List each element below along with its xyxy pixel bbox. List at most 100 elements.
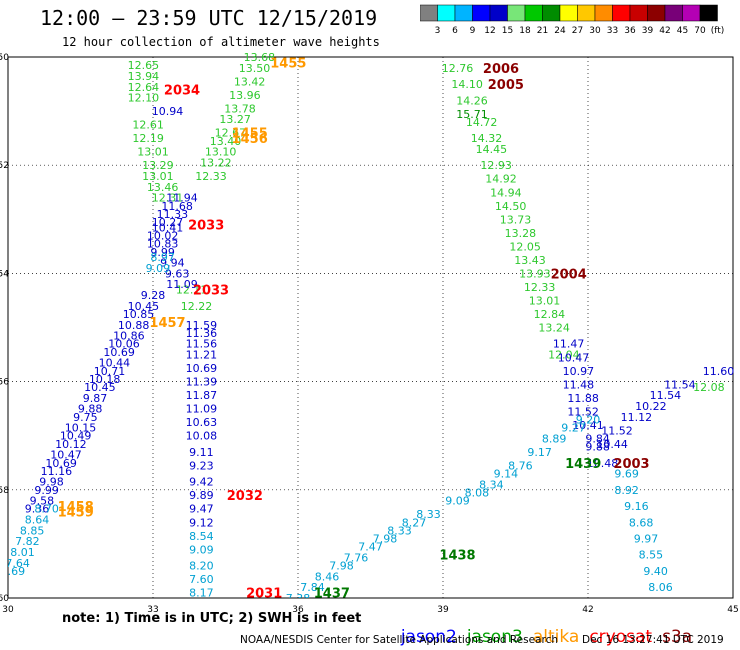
wave-height-label: 13.40 <box>210 135 242 148</box>
y-tick-label: -54 <box>0 269 9 279</box>
wave-height-label: 11.09 <box>166 278 198 291</box>
wave-height-label: 10.18 <box>89 373 121 386</box>
wave-height-label: 13.43 <box>514 254 546 267</box>
wave-height-label: 12.93 <box>480 159 512 172</box>
page-title: 12:00 – 23:59 UTC 12/15/2019 <box>40 6 378 30</box>
x-tick-label: 30 <box>2 605 14 615</box>
wave-height-label: 9.27 <box>561 422 586 435</box>
wave-height-label: 12.10 <box>128 92 160 105</box>
credit-line: NOAA/NESDIS Center for Satellite Applica… <box>240 634 558 646</box>
y-tick-label: -60 <box>0 594 9 604</box>
x-tick-label: 33 <box>147 605 158 615</box>
wave-height-label: 8.70 <box>34 503 59 516</box>
wave-height-label: 7.64 <box>5 557 30 570</box>
time-label: 1455 <box>270 56 306 71</box>
wave-height-label: 9.89 <box>189 489 214 502</box>
wave-height-label: 9.88 <box>78 403 103 416</box>
wave-height-label: 9.99 <box>34 484 59 497</box>
scale-label: 42 <box>659 26 670 36</box>
wave-height-label: 10.86 <box>113 330 145 343</box>
wave-height-label: 12.84 <box>534 308 566 321</box>
wave-height-label: 13.42 <box>234 75 266 88</box>
wave-height-label: 9.14 <box>494 468 519 481</box>
satellite-jason3: jason3 <box>466 627 523 647</box>
wave-height-label: 9.75 <box>73 411 98 424</box>
wave-height-label: 10.45 <box>128 300 160 313</box>
wave-height-label: 13.50 <box>239 62 271 75</box>
time-label: 2004 <box>551 267 587 282</box>
wave-height-label: 12.64 <box>128 81 160 94</box>
wave-height-label: 12.65 <box>128 59 160 72</box>
wave-height-label: 10.97 <box>563 365 595 378</box>
wave-height-label: 13.93 <box>519 267 551 280</box>
wave-height-label: 9.36 <box>25 503 50 516</box>
wave-height-label: 13.28 <box>505 227 537 240</box>
wave-height-label: 9.09 <box>189 543 214 556</box>
wave-height-label: 10.47 <box>558 351 590 364</box>
wave-height-label: 13.24 <box>538 322 570 335</box>
scale-label: 36 <box>624 26 636 36</box>
wave-height-label: 12.11 <box>176 284 208 297</box>
wave-height-label: 14.94 <box>490 186 522 199</box>
scale-label: 15 <box>502 26 513 36</box>
wave-height-label: 9.09 <box>445 495 470 508</box>
wave-height-label: 9.09 <box>146 262 171 275</box>
wave-height-label: 14.92 <box>485 173 517 186</box>
wave-height-label: 9.28 <box>141 289 166 302</box>
wave-height-label: 7.84 <box>300 581 325 594</box>
page-subtitle: 12 hour collection of altimeter wave hei… <box>62 35 380 49</box>
satellite-cryosat: cryosat <box>589 627 653 647</box>
wave-height-label: 10.15 <box>65 422 97 435</box>
wave-height-label: 11.39 <box>186 376 218 389</box>
scale-label: 6 <box>452 26 458 36</box>
satellite-s3a: s3a <box>662 627 693 647</box>
time-label: 2033 <box>188 219 224 234</box>
wave-height-label: 13.27 <box>219 113 251 126</box>
scale-label: 3 <box>435 26 441 36</box>
wave-height-label: 13.22 <box>200 156 232 169</box>
wave-height-label: 8.46 <box>315 570 340 583</box>
wave-height-label: 9.42 <box>189 476 214 489</box>
wave-height-label: 10.06 <box>108 338 140 351</box>
time-label: 1456 <box>232 132 268 147</box>
y-tick-label: -52 <box>0 161 9 171</box>
wave-height-label: 11.68 <box>161 200 193 213</box>
wave-height-label: 10.85 <box>123 308 155 321</box>
wave-height-label: 9.97 <box>634 532 659 545</box>
time-label: 1439 <box>565 457 601 472</box>
wave-height-label: 9.40 <box>643 565 668 578</box>
wave-height-label: 8.64 <box>25 514 50 527</box>
wave-height-label: 10.94 <box>152 105 184 118</box>
wave-height-label: 12.33 <box>524 281 556 294</box>
wave-height-label: 11.21 <box>186 349 218 362</box>
wave-height-label: 9.11 <box>189 446 214 459</box>
wave-height-label: 11.88 <box>567 392 599 405</box>
wave-height-label: 10.22 <box>635 400 667 413</box>
wave-height-label: 10.02 <box>147 230 179 243</box>
scale-label: 9 <box>470 26 476 36</box>
time-label: 2034 <box>164 83 200 98</box>
scale-label: 33 <box>607 26 618 36</box>
wave-height-label: 12.04 <box>548 349 580 362</box>
wave-height-label: 8.01 <box>10 546 35 559</box>
wave-height-label: 8.33 <box>416 508 441 521</box>
wave-height-label: 11.54 <box>650 389 682 402</box>
time-label: 2006 <box>483 62 519 77</box>
time-label: 1458 <box>58 500 94 515</box>
wave-height-label: 8.06 <box>648 581 673 594</box>
wave-height-label: 10.44 <box>99 357 131 370</box>
wave-height-label: 11.87 <box>186 389 218 402</box>
wave-height-label: 12.05 <box>509 240 541 253</box>
wave-height-label: 9.69 <box>614 468 639 481</box>
generation-timestamp: Dec 16 13:27:41 UTC 2019 <box>582 634 724 646</box>
wave-height-label: 7.98 <box>329 560 354 573</box>
wave-height-label: 11.56 <box>186 338 218 351</box>
wave-height-label: 9.88 <box>585 441 610 454</box>
wave-height-label: 11.12 <box>621 411 653 424</box>
wave-height-label: 10.69 <box>186 362 218 375</box>
y-tick-label: -56 <box>0 378 9 388</box>
scale-label: 70 <box>694 26 706 36</box>
time-label: 2003 <box>613 457 649 472</box>
wave-height-label: 7.76 <box>344 551 369 564</box>
wave-height-label: 11.09 <box>186 403 218 416</box>
